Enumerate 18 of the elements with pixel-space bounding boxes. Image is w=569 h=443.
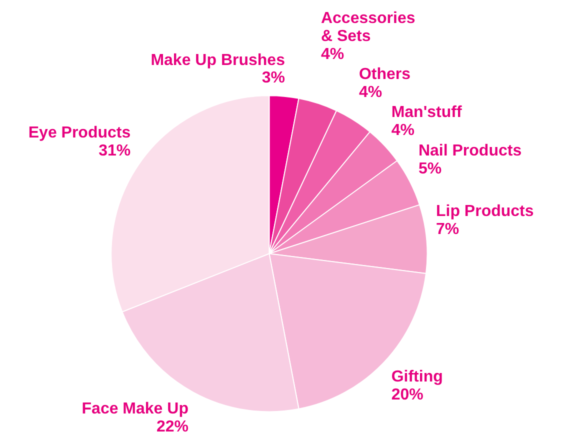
slice-label: Lip Products — [436, 203, 534, 220]
data-label: 3% — [262, 70, 285, 87]
data-label: 31% — [98, 142, 131, 160]
slice-label: Face Make Up — [82, 400, 189, 418]
data-label: 4% — [320, 46, 344, 63]
data-label: 7% — [436, 220, 460, 238]
slice-label: Man'stuff — [391, 104, 462, 121]
slice-label: Make Up Brushes — [150, 52, 286, 69]
slice-label: Nail Products — [418, 142, 522, 160]
slice-label: Others — [358, 66, 411, 84]
data-label: 20% — [391, 386, 424, 404]
slice-label: Eye Products — [28, 124, 131, 142]
data-label: 22% — [156, 418, 188, 436]
data-label: 4% — [358, 84, 382, 101]
slice-label: Gifting — [391, 368, 443, 386]
data-label: 5% — [418, 160, 442, 178]
data-label: 4% — [391, 122, 414, 139]
slice-label: Accessories & Sets — [320, 10, 416, 46]
